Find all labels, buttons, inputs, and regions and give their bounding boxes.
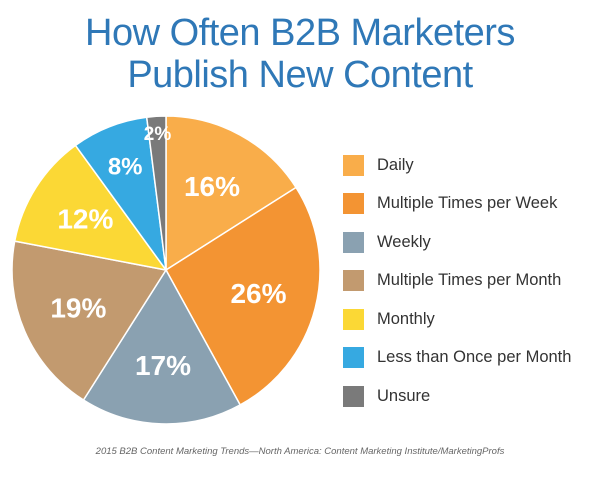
pie-label-monthly: 12% bbox=[57, 203, 113, 234]
legend-item-less-than-once-per-month: Less than Once per Month bbox=[343, 339, 571, 378]
legend-item-monthly: Monthly bbox=[343, 300, 571, 339]
legend-label-multiple-times-per-month: Multiple Times per Month bbox=[377, 271, 562, 290]
chart-title-line-1: How Often B2B Marketers bbox=[85, 12, 515, 54]
legend-item-unsure: Unsure bbox=[343, 377, 571, 416]
legend-label-daily: Daily bbox=[377, 155, 414, 174]
legend-swatch-daily bbox=[343, 154, 364, 176]
pie-slice-unsure bbox=[145, 115, 167, 271]
legend-swatch-multiple-times-per-month bbox=[343, 270, 364, 292]
legend-swatch-less-than-once-per-month bbox=[343, 347, 364, 369]
pie-label-multiple-times-per-week: 26% bbox=[230, 278, 286, 309]
legend-swatch-multiple-times-per-week bbox=[343, 193, 364, 215]
legend-swatch-unsure bbox=[343, 385, 364, 407]
chart-title-line-2: Publish New Content bbox=[127, 54, 473, 96]
pie-slice-daily bbox=[165, 115, 298, 272]
legend-swatch-monthly bbox=[343, 308, 364, 330]
chart-title: How Often B2B Marketers Publish New Cont… bbox=[0, 12, 600, 96]
legend-label-unsure: Unsure bbox=[377, 386, 431, 405]
pie-slice-monthly bbox=[13, 144, 168, 272]
pie-slice-multiple-times-per-week bbox=[165, 186, 321, 406]
legend-item-multiple-times-per-week: Multiple Times per Week bbox=[343, 185, 571, 224]
pie-slice-multiple-times-per-month bbox=[11, 240, 168, 402]
source-note: 2015 B2B Content Marketing Trends—North … bbox=[95, 446, 505, 457]
legend-swatch-weekly bbox=[343, 231, 364, 253]
legend-item-weekly: Weekly bbox=[343, 223, 571, 262]
pie-label-weekly: 17% bbox=[135, 350, 191, 381]
pie-chart: 16% 26% 17% 19% 12% 8%2% bbox=[11, 115, 321, 425]
pie-label-less-than-once-per-month: 8% bbox=[108, 153, 143, 180]
pie-label-multiple-times-per-month: 19% bbox=[50, 292, 106, 323]
pie-label-unsure: 2% bbox=[144, 124, 172, 145]
legend-label-less-than-once-per-month: Less than Once per Month bbox=[377, 348, 572, 367]
legend-item-multiple-times-per-month: Multiple Times per Month bbox=[343, 262, 571, 301]
legend-item-daily: Daily bbox=[343, 146, 571, 185]
legend-label-monthly: Monthly bbox=[377, 309, 435, 328]
pie-label-daily: 16% bbox=[184, 171, 240, 202]
legend-label-weekly: Weekly bbox=[377, 232, 431, 251]
legend-label-multiple-times-per-week: Multiple Times per Week bbox=[377, 194, 558, 213]
chart-legend: Daily Multiple Times per Week Weekly Multip… bbox=[343, 146, 571, 416]
pie-slice-weekly bbox=[82, 268, 242, 425]
